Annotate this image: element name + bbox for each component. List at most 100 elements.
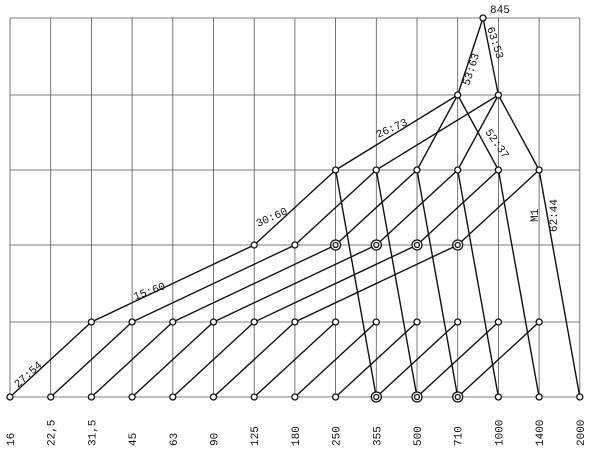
node-inner — [373, 393, 380, 401]
node-inner — [373, 241, 380, 249]
node — [128, 318, 136, 326]
node — [209, 393, 218, 401]
node-inner — [413, 241, 421, 249]
ray — [416, 321, 499, 398]
ray — [294, 321, 377, 398]
node — [454, 166, 462, 174]
node — [372, 166, 380, 174]
ray — [131, 321, 214, 398]
node — [494, 166, 503, 174]
node — [372, 318, 380, 326]
node — [47, 393, 55, 401]
ray — [294, 169, 377, 246]
speed-label: 710 — [454, 426, 466, 446]
ray — [457, 169, 540, 246]
node — [494, 318, 503, 326]
ray — [253, 321, 337, 398]
ray — [172, 244, 336, 323]
ray — [213, 244, 377, 323]
speed-label: 125 — [250, 426, 262, 446]
ray — [9, 321, 92, 398]
ray — [375, 169, 418, 398]
ray — [457, 94, 500, 171]
ray — [457, 321, 540, 398]
ray — [172, 321, 255, 398]
node — [250, 241, 258, 249]
node — [291, 393, 299, 401]
ray — [334, 169, 377, 398]
diagram-body — [6, 14, 584, 403]
ray — [375, 169, 459, 246]
ray — [497, 94, 540, 171]
node — [128, 393, 136, 401]
speed-label: 2000 — [576, 420, 588, 446]
ray — [91, 244, 255, 323]
speed-label: 250 — [332, 426, 344, 446]
node — [535, 318, 543, 326]
ratio-label: 52:37 — [482, 127, 511, 161]
ray — [335, 94, 459, 171]
ray — [457, 17, 484, 96]
top-speed-label: 845 — [490, 5, 510, 17]
node — [331, 318, 340, 326]
ray — [497, 169, 540, 398]
node — [209, 318, 218, 326]
speed-label: 22,5 — [47, 420, 59, 446]
ray — [253, 169, 337, 246]
ratio-label: 30:60 — [255, 206, 290, 230]
node-inner — [454, 241, 461, 249]
ratio-label: 53:63 — [461, 52, 483, 87]
ray — [416, 169, 499, 246]
node — [6, 393, 14, 401]
node — [87, 318, 96, 326]
node — [331, 393, 340, 401]
node — [169, 393, 177, 401]
ray — [538, 169, 581, 398]
node — [169, 318, 177, 326]
node — [250, 393, 258, 401]
ratio-label: 62:44 — [549, 199, 561, 232]
ratio-label: 15:60 — [132, 281, 167, 304]
node — [535, 393, 543, 401]
ray — [213, 321, 296, 398]
node — [291, 318, 299, 326]
speed-label: 31,5 — [87, 420, 99, 446]
ratio-label: M1 — [530, 208, 542, 222]
node — [291, 241, 299, 249]
node-inner — [413, 393, 421, 401]
node — [494, 91, 503, 99]
ratio-label: 26:73 — [375, 117, 410, 141]
node — [250, 318, 258, 326]
node — [413, 318, 421, 326]
ray — [131, 244, 296, 323]
speed-label: 45 — [128, 433, 140, 446]
speed-label: 500 — [413, 426, 425, 446]
ray — [253, 244, 418, 323]
ray — [294, 244, 458, 323]
ray — [90, 321, 174, 398]
ray — [457, 169, 500, 398]
speed-label: 63 — [169, 433, 181, 446]
node — [535, 166, 543, 174]
node — [454, 318, 462, 326]
node — [479, 14, 487, 22]
ratio-label: 27:54 — [13, 360, 46, 391]
speed-label: 1400 — [535, 420, 547, 446]
speed-label: 355 — [372, 426, 384, 446]
ray — [335, 321, 418, 398]
speed-label: 180 — [291, 426, 303, 446]
node — [576, 393, 584, 401]
speed-label: 1000 — [494, 420, 506, 446]
ray — [50, 321, 133, 398]
node-inner — [454, 393, 461, 401]
ray — [416, 169, 459, 398]
node — [87, 393, 96, 401]
ray — [375, 94, 499, 171]
ratio-label: 63:53 — [483, 26, 505, 61]
node — [331, 166, 340, 174]
ray — [482, 17, 500, 96]
node-inner — [332, 241, 339, 249]
node — [413, 166, 421, 174]
speed-label: 90 — [210, 433, 222, 446]
